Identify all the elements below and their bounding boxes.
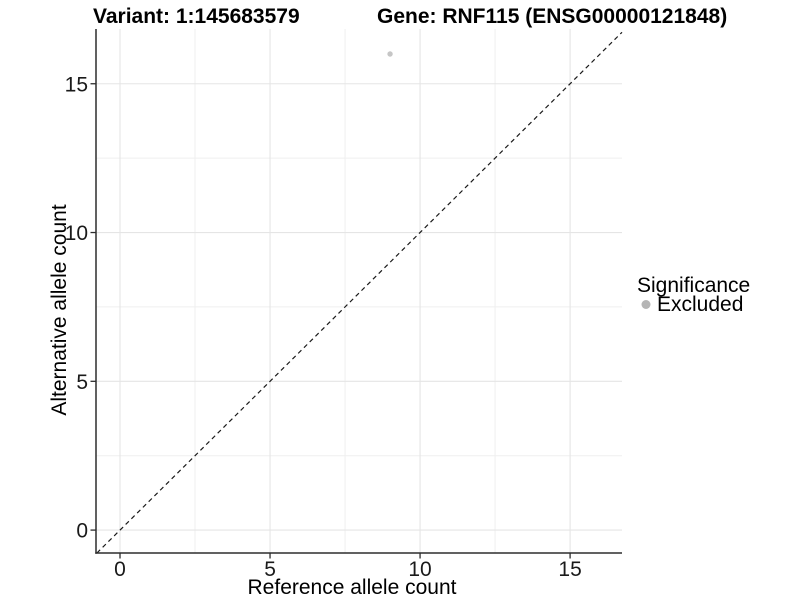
x-tick-label: 0 — [114, 558, 126, 581]
data-point — [387, 51, 393, 57]
legend-key-dot — [641, 300, 651, 309]
plot-title-gene: Gene: RNF115 (ENSG00000121848) — [377, 5, 727, 28]
y-tick-label: 5 — [76, 371, 88, 394]
plot-title-variant: Variant: 1:145683579 — [93, 5, 300, 28]
legend: Significance Excluded — [637, 274, 750, 316]
y-tick-label: 15 — [65, 73, 88, 96]
y-tick-label: 10 — [65, 222, 88, 245]
geometry-layer — [96, 31, 623, 554]
legend-title: Significance — [637, 274, 750, 297]
gridlines-layer — [96, 29, 622, 553]
x-tick-label: 15 — [558, 558, 581, 581]
x-tick-label: 10 — [408, 558, 431, 581]
axes-layer: 0 5 10 15 0 5 10 15 — [65, 29, 622, 581]
y-tick-label: 0 — [76, 520, 88, 543]
legend-item-label: Excluded — [657, 293, 743, 316]
y-axis-title: Alternative allele count — [48, 204, 71, 415]
identity-line — [96, 31, 623, 554]
x-axis-title: Reference allele count — [248, 576, 457, 599]
x-tick-label: 5 — [264, 558, 276, 581]
